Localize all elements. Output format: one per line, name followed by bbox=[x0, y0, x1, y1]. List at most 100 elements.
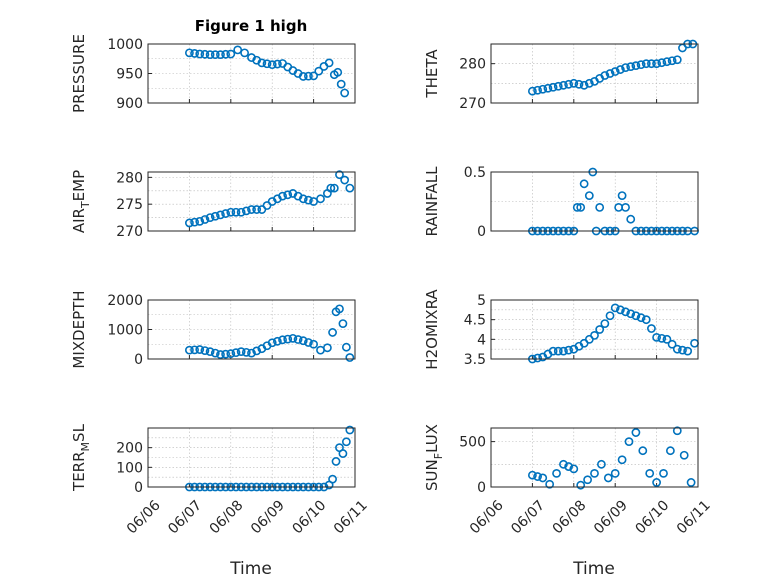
data-point bbox=[686, 478, 696, 487]
y-axis-label: TERRMSL bbox=[70, 423, 92, 492]
data-point bbox=[533, 353, 542, 363]
data-point bbox=[559, 80, 568, 90]
data-point bbox=[328, 474, 337, 484]
axes-frame bbox=[490, 427, 699, 488]
data-point bbox=[309, 71, 318, 81]
data-point bbox=[267, 60, 277, 70]
data-point bbox=[184, 48, 194, 58]
data-point bbox=[605, 69, 615, 78]
data-point bbox=[552, 468, 561, 478]
y-tick-label: 0 bbox=[134, 480, 143, 496]
data-point bbox=[210, 211, 220, 221]
y-tick-label: 0 bbox=[477, 480, 486, 496]
axes-border bbox=[490, 427, 699, 488]
axes-frame bbox=[490, 43, 699, 104]
data-point bbox=[216, 350, 225, 359]
data-point bbox=[621, 307, 630, 317]
data-point bbox=[231, 348, 241, 358]
data-point bbox=[538, 84, 548, 94]
data-point bbox=[576, 480, 586, 490]
data-point bbox=[533, 472, 542, 481]
data-point bbox=[652, 59, 661, 69]
data-point bbox=[617, 191, 627, 200]
data-point bbox=[553, 346, 563, 356]
x-axis-label-left: Time bbox=[229, 559, 272, 579]
data-point bbox=[569, 464, 579, 474]
data-point bbox=[341, 437, 351, 447]
y-tick-label: 1000 bbox=[107, 323, 143, 339]
data-point bbox=[600, 319, 610, 328]
subplot-h2omixra: 3.5 4 4.5 5 H2OMIXRA bbox=[423, 289, 699, 370]
data-point bbox=[574, 79, 584, 89]
figure-title: Figure 1 high bbox=[195, 17, 308, 35]
data-point bbox=[267, 338, 277, 348]
y-tick-label: 500 bbox=[459, 435, 486, 451]
data-point bbox=[610, 67, 620, 76]
data-point bbox=[559, 346, 568, 356]
axes-border bbox=[490, 299, 699, 360]
y-tick-label: 275 bbox=[116, 197, 143, 213]
data-point bbox=[590, 330, 599, 340]
data-point bbox=[548, 82, 558, 92]
y-axis-label: H2OMIXRA bbox=[423, 289, 441, 370]
data-point bbox=[641, 315, 651, 325]
data-point bbox=[621, 202, 630, 212]
data-point bbox=[626, 214, 636, 224]
data-point bbox=[345, 183, 355, 193]
y-tick-label: 280 bbox=[459, 57, 486, 73]
data-point bbox=[195, 49, 205, 59]
data-point bbox=[641, 59, 651, 69]
y-axis-label: MIXDEPTH bbox=[70, 290, 88, 368]
y-axis-label: RAINFALL bbox=[423, 166, 441, 237]
axes-border bbox=[490, 43, 699, 104]
data-point bbox=[572, 202, 582, 212]
data-point bbox=[304, 71, 313, 81]
data-point bbox=[662, 57, 672, 67]
y-tick-label: 0 bbox=[134, 352, 143, 368]
data-point bbox=[336, 79, 346, 89]
data-point bbox=[210, 348, 220, 358]
data-point bbox=[231, 207, 241, 217]
data-point bbox=[316, 194, 325, 204]
subplot-theta: 270 280 THETA bbox=[423, 39, 699, 112]
data-point bbox=[304, 338, 313, 347]
data-point bbox=[636, 60, 646, 70]
data-point bbox=[241, 206, 251, 216]
data-point bbox=[298, 194, 308, 204]
axes-border bbox=[147, 43, 356, 104]
x-tick-label: 06/07 bbox=[165, 497, 205, 537]
data-point bbox=[652, 478, 661, 487]
axes-border bbox=[147, 171, 356, 232]
data-point bbox=[595, 202, 605, 212]
data-point bbox=[600, 71, 610, 80]
data-point bbox=[304, 195, 313, 205]
data-point bbox=[543, 83, 553, 93]
data-point bbox=[216, 50, 225, 60]
data-point bbox=[545, 479, 555, 489]
data-point bbox=[309, 339, 318, 349]
data-point bbox=[624, 437, 634, 447]
y-tick-label: 2000 bbox=[107, 293, 143, 309]
data-point bbox=[605, 311, 615, 321]
subplot-mixdepth: 0 1000 2000 MIXDEPTH bbox=[70, 290, 356, 369]
y-axis-label: THETA bbox=[423, 49, 441, 99]
data-point bbox=[184, 345, 194, 355]
data-point bbox=[579, 179, 589, 189]
data-point bbox=[205, 213, 215, 222]
data-point bbox=[335, 170, 344, 180]
y-tick-label: 3.5 bbox=[464, 352, 486, 368]
y-tick-label: 950 bbox=[116, 67, 143, 83]
x-tick-label: 06/09 bbox=[591, 497, 631, 537]
data-point bbox=[672, 426, 682, 436]
y-tick-label: 4.5 bbox=[464, 313, 486, 329]
data-point bbox=[679, 450, 689, 460]
data-point bbox=[240, 48, 249, 58]
data-point bbox=[283, 190, 293, 200]
y-tick-label: 0 bbox=[477, 224, 486, 240]
data-point bbox=[341, 342, 351, 352]
data-point bbox=[205, 347, 215, 357]
data-point bbox=[257, 58, 267, 68]
data-point bbox=[278, 335, 287, 345]
y-tick-label: 200 bbox=[116, 441, 143, 457]
data-point bbox=[221, 49, 231, 59]
